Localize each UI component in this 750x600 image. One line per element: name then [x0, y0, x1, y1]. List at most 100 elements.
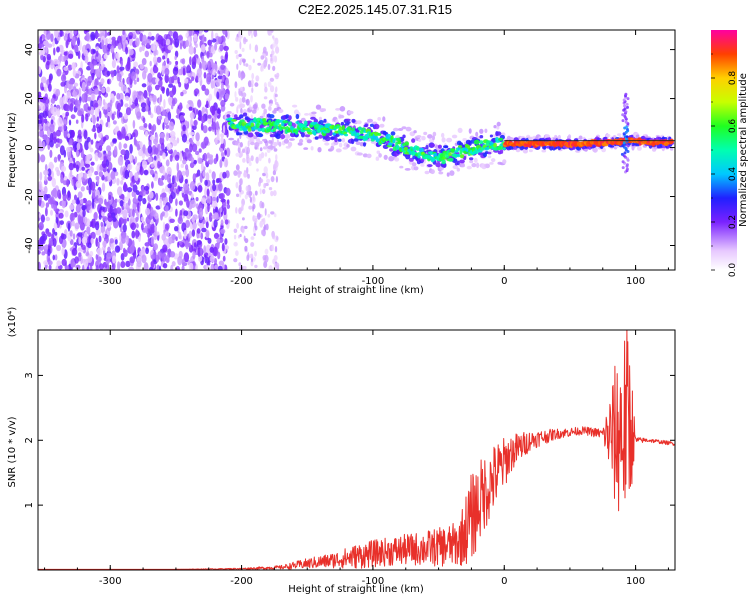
noise-speckle	[131, 230, 136, 239]
noise-speckle	[120, 180, 124, 185]
noise-speckle	[200, 115, 206, 124]
spike-mark	[625, 163, 629, 167]
noise-speckle	[264, 152, 268, 157]
snr-ticks: -300 -200 -100 0 100 1 2 3	[24, 330, 675, 587]
ridge-mark	[247, 127, 252, 132]
noise-speckle	[76, 142, 81, 151]
noise-speckle	[142, 34, 147, 45]
noise-speckle	[135, 229, 139, 239]
noise-speckle	[69, 138, 73, 146]
ridge-mark	[479, 128, 484, 134]
noise-speckle	[270, 53, 273, 58]
noise-speckle	[136, 223, 139, 229]
noise-speckle	[61, 199, 66, 209]
noise-speckle	[198, 148, 202, 153]
noise-speckle	[192, 250, 196, 260]
noise-speckle	[84, 30, 90, 33]
noise-speckle	[38, 42, 43, 50]
noise-speckle	[236, 222, 240, 229]
noise-speckle	[106, 51, 110, 56]
snr-y-axis-label: SNR (10 * v/v)	[7, 416, 18, 487]
noise-speckle	[158, 265, 162, 270]
noise-speckle	[146, 42, 150, 48]
noise-speckle	[269, 32, 272, 36]
noise-speckle	[177, 256, 183, 266]
noise-speckle	[176, 162, 180, 172]
noise-speckle	[224, 93, 230, 100]
noise-speckle	[171, 234, 177, 241]
noise-speckle	[98, 171, 104, 178]
ridge-mark	[617, 133, 622, 137]
noise-speckle	[190, 193, 194, 199]
noise-speckle	[251, 87, 254, 93]
noise-speckle	[265, 223, 269, 231]
noise-speckle	[263, 261, 268, 268]
noise-speckle	[125, 260, 131, 268]
noise-speckle	[217, 75, 223, 80]
noise-speckle	[241, 47, 245, 53]
noise-speckle	[147, 232, 151, 238]
ridge-mark	[499, 145, 504, 150]
noise-speckle	[235, 207, 238, 214]
ridge-mark	[257, 127, 263, 132]
noise-speckle	[274, 160, 279, 168]
noise-speckle	[234, 91, 237, 98]
spike-mark	[623, 126, 627, 130]
noise-speckle	[200, 232, 204, 240]
ridge-mark	[342, 147, 348, 150]
noise-speckle	[73, 30, 77, 35]
noise-speckle	[138, 30, 145, 33]
noise-speckle	[38, 180, 43, 191]
noise-speckle	[222, 124, 226, 134]
noise-speckle	[63, 123, 66, 131]
ridge-mark	[427, 134, 433, 139]
noise-speckle	[138, 125, 145, 130]
ridge-mark	[402, 134, 406, 139]
noise-speckle	[101, 211, 105, 217]
noise-speckle	[248, 64, 252, 71]
noise-speckle	[75, 204, 81, 214]
noise-speckle	[148, 87, 151, 97]
noise-speckle	[102, 261, 108, 270]
noise-speckle	[64, 210, 69, 218]
noise-speckle	[112, 138, 117, 144]
noise-speckle	[210, 263, 215, 270]
ridge-mark	[458, 145, 463, 148]
ridge-mark	[437, 144, 442, 149]
noise-speckle	[196, 228, 201, 234]
noise-speckle	[75, 264, 81, 270]
noise-speckle	[203, 72, 207, 79]
noise-speckle	[74, 256, 79, 264]
noise-speckle	[51, 177, 56, 188]
noise-speckle	[259, 147, 263, 152]
noise-speckle	[132, 208, 135, 218]
noise-speckle	[161, 211, 165, 217]
ridge-mark	[353, 138, 359, 142]
noise-speckle	[199, 30, 203, 37]
y-tick-label: 2	[24, 437, 35, 443]
noise-speckle	[212, 179, 216, 185]
noise-speckle	[107, 121, 111, 128]
noise-speckle	[190, 157, 195, 163]
noise-speckle	[143, 262, 149, 270]
noise-speckle	[122, 223, 127, 233]
ridge-mark	[496, 125, 500, 130]
colorbar-gradient	[711, 30, 737, 270]
noise-speckle	[164, 231, 170, 237]
noise-speckle	[48, 110, 51, 117]
noise-speckle	[139, 166, 143, 173]
noise-speckle	[94, 30, 99, 40]
noise-speckle	[246, 191, 249, 196]
y-tick-label: 20	[24, 92, 35, 105]
noise-speckle	[74, 194, 77, 201]
noise-speckle	[250, 242, 255, 247]
noise-speckle	[188, 45, 194, 55]
noise-speckle	[84, 54, 89, 64]
noise-speckle	[194, 88, 200, 95]
noise-speckle	[180, 66, 184, 76]
noise-speckle	[215, 121, 219, 131]
spike-mark	[624, 120, 628, 124]
noise-speckle	[225, 187, 231, 196]
noise-speckle	[98, 214, 102, 220]
